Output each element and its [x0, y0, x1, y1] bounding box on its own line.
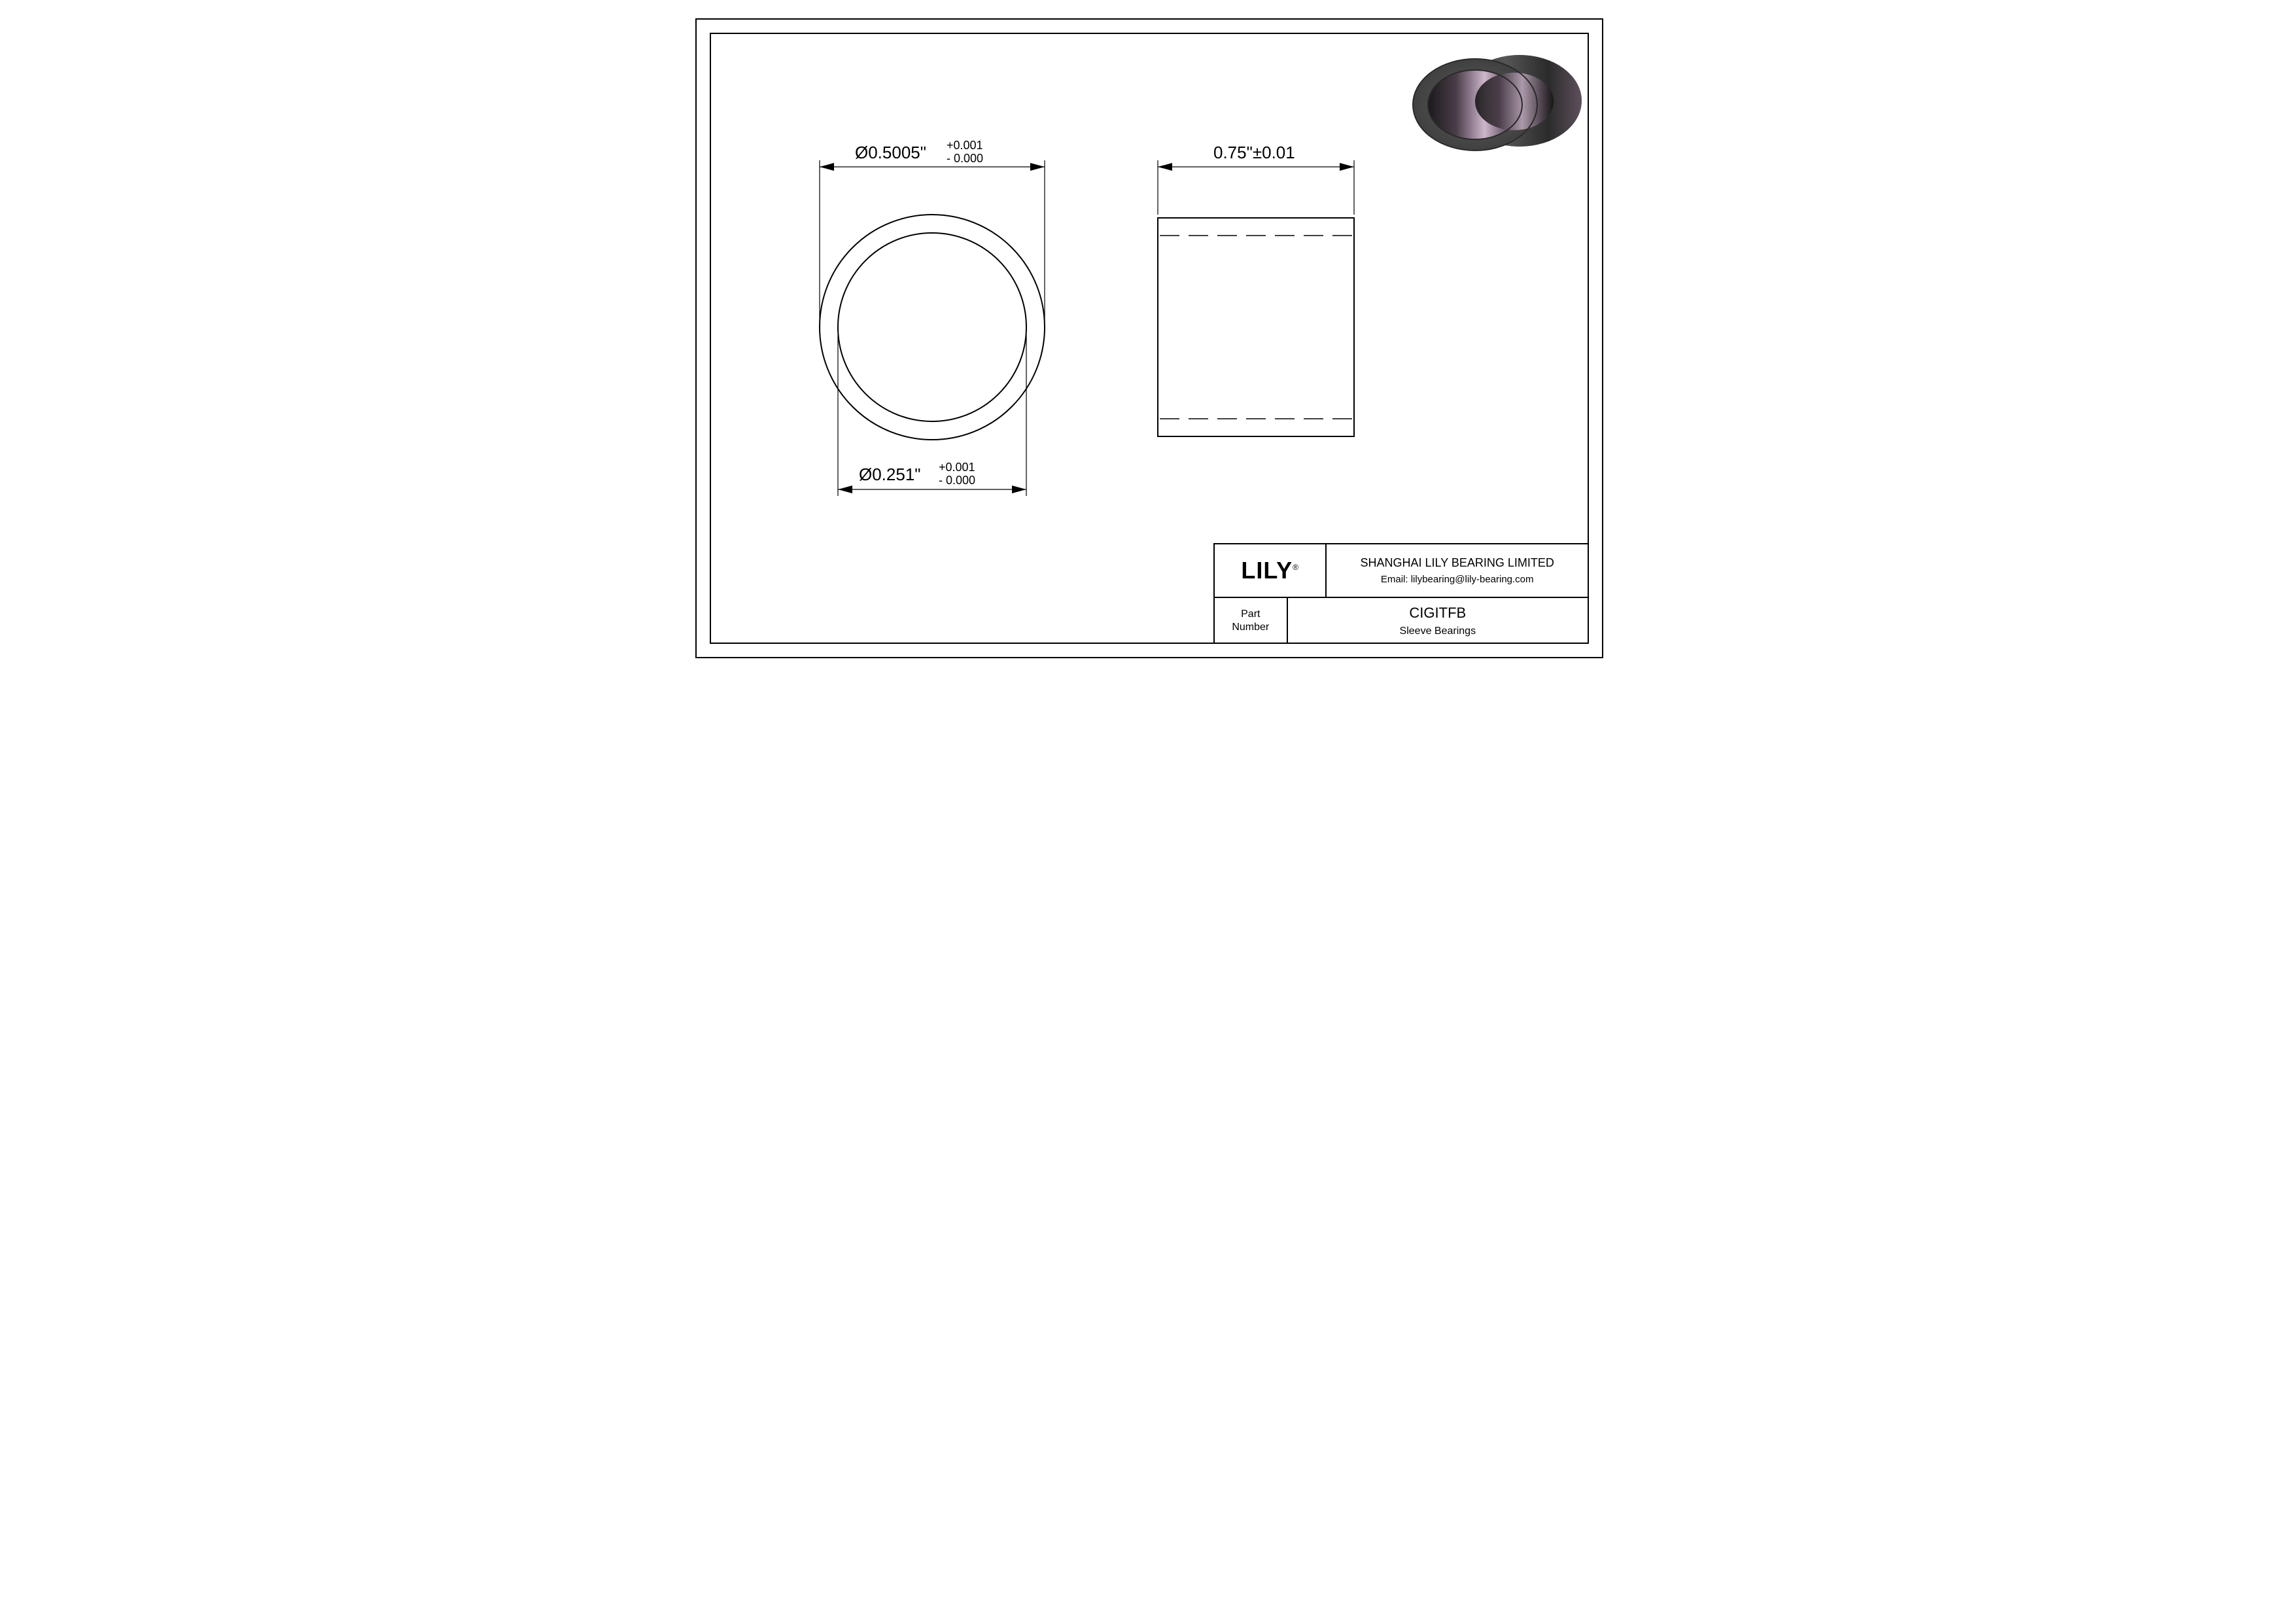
dim-length: 0.75"±0.01 [1158, 143, 1354, 215]
dim-inner-dia-tol-upper: +0.001 [939, 461, 975, 474]
part-number: CIGITFB [1409, 605, 1466, 622]
company-name: SHANGHAI LILY BEARING LIMITED [1360, 556, 1554, 570]
logo-text: LILY® [1241, 557, 1299, 584]
logo-main: LILY [1241, 557, 1293, 584]
dim-outer-dia-tol-lower: - 0.000 [947, 152, 983, 165]
part-description: Sleeve Bearings [1400, 626, 1476, 637]
dim-outer-dia-tol-upper: +0.001 [947, 139, 983, 152]
logo-cell: LILY® [1215, 544, 1327, 597]
dim-inner-dia-value: Ø0.251" [859, 465, 921, 484]
pn-label-cell: Part Number [1215, 598, 1288, 644]
dim-outer-diameter: Ø0.5005" +0.001 - 0.000 [820, 139, 1045, 321]
dim-outer-dia-value: Ø0.5005" [855, 143, 926, 162]
pn-label-line1: Part [1241, 608, 1260, 621]
pn-label-line2: Number [1232, 621, 1269, 634]
drawing-sheet: Ø0.5005" +0.001 - 0.000 Ø0.251" +0.001 -… [690, 13, 1606, 661]
side-view [1158, 218, 1354, 436]
pn-value-cell: CIGITFB Sleeve Bearings [1288, 598, 1588, 644]
dim-inner-dia-tol-lower: - 0.000 [939, 474, 975, 487]
logo-registered: ® [1293, 563, 1299, 572]
render-3d [1413, 55, 1582, 150]
front-view [820, 215, 1045, 440]
title-block: LILY® SHANGHAI LILY BEARING LIMITED Emai… [1213, 543, 1588, 643]
company-cell: SHANGHAI LILY BEARING LIMITED Email: lil… [1327, 544, 1588, 597]
company-email: Email: lilybearing@lily-bearing.com [1381, 574, 1534, 585]
dim-inner-diameter: Ø0.251" +0.001 - 0.000 [838, 335, 1026, 496]
dim-length-value: 0.75"±0.01 [1213, 143, 1295, 162]
